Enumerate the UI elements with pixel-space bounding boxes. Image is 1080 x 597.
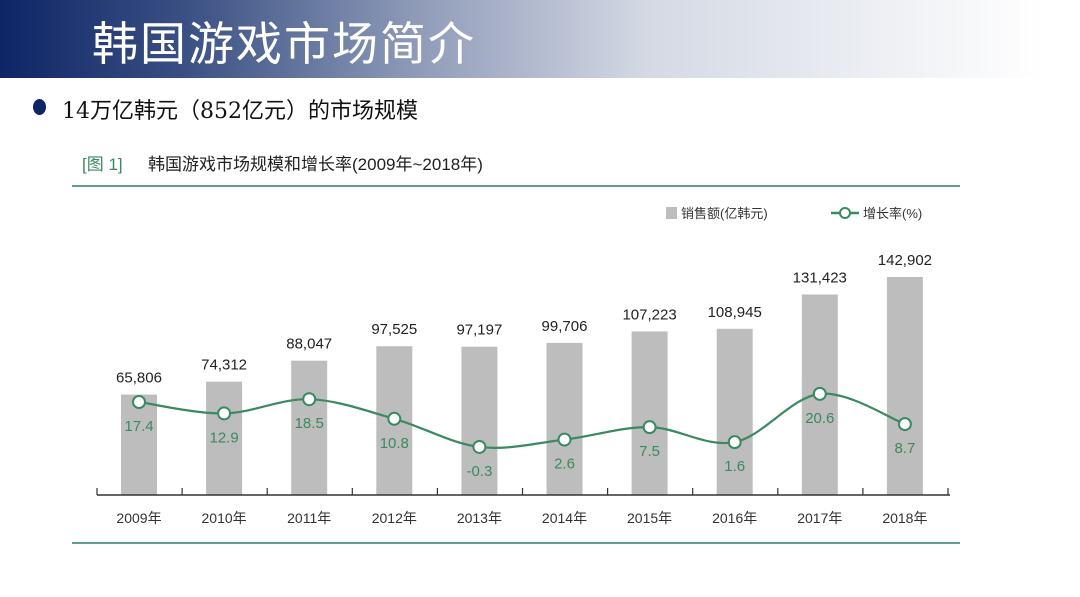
x-tick-label: 2018年 xyxy=(882,510,927,526)
bullet-icon xyxy=(33,99,46,115)
growth-value-label: 1.6 xyxy=(724,458,745,475)
bar-value-label: 88,047 xyxy=(286,336,332,353)
growth-value-label: 12.9 xyxy=(209,429,238,446)
x-tick-label: 2014年 xyxy=(542,510,587,526)
x-tick-label: 2012年 xyxy=(372,510,417,526)
bar xyxy=(546,342,583,495)
bar-value-label: 131,423 xyxy=(793,270,847,287)
growth-value-label: 18.5 xyxy=(295,415,324,432)
growth-marker xyxy=(387,411,402,426)
growth-value-label: -0.3 xyxy=(466,463,492,480)
bar xyxy=(291,360,328,495)
growth-marker xyxy=(132,395,146,410)
x-tick-label: 2016年 xyxy=(712,510,757,526)
growth-marker xyxy=(472,439,487,454)
growth-marker xyxy=(812,386,827,401)
growth-line xyxy=(138,392,906,449)
bar xyxy=(121,394,157,495)
bar xyxy=(206,381,243,495)
slide-title: 韩国游戏市场简介 xyxy=(92,17,476,71)
growth-value-label: 10.8 xyxy=(380,435,409,452)
legend-bar-swatch xyxy=(666,207,677,219)
growth-marker xyxy=(217,406,232,421)
growth-marker xyxy=(897,417,912,432)
x-tick-label: 2013年 xyxy=(457,510,502,526)
bar xyxy=(461,346,498,495)
growth-value-label: 7.5 xyxy=(639,443,660,460)
growth-marker xyxy=(642,420,657,435)
bar xyxy=(631,331,668,495)
bar-value-label: 108,945 xyxy=(708,304,762,321)
bar-value-label: 97,197 xyxy=(456,322,502,339)
bar-value-label: 99,706 xyxy=(542,318,588,335)
growth-value-label: 8.7 xyxy=(894,440,915,457)
growth-value-label: 20.6 xyxy=(805,410,834,427)
x-tick-label: 2011年 xyxy=(287,510,331,526)
bar-value-label: 74,312 xyxy=(201,357,247,374)
x-tick-label: 2017年 xyxy=(797,510,842,526)
x-tick-label: 2015年 xyxy=(627,510,672,526)
title-banner: 韩国游戏市场简介 xyxy=(0,0,1045,78)
x-tick-label: 2009年 xyxy=(116,510,161,526)
growth-marker xyxy=(302,392,317,407)
figure-label: [图 1] xyxy=(82,155,123,174)
bar xyxy=(886,277,923,495)
x-tick-label: 2010年 xyxy=(202,510,247,526)
bar xyxy=(716,328,753,495)
legend-line-label: 增长率(%) xyxy=(863,206,922,221)
legend-line-marker xyxy=(839,207,851,219)
bar-value-label: 107,223 xyxy=(622,306,676,323)
growth-value-label: 17.4 xyxy=(124,418,153,435)
chart-title: 韩国游戏市场规模和增长率(2009年~2018年) xyxy=(148,155,483,174)
bullet-text: 14万亿韩元（852亿元）的市场规模 xyxy=(62,99,418,124)
bar-value-label: 142,902 xyxy=(878,252,932,269)
growth-marker xyxy=(557,432,572,447)
growth-value-label: 2.6 xyxy=(554,456,575,473)
growth-marker xyxy=(727,435,742,450)
legend-bar-label: 销售额(亿韩元) xyxy=(681,206,768,221)
bar-value-label: 97,525 xyxy=(371,321,417,338)
bar-value-label: 65,806 xyxy=(116,370,162,387)
